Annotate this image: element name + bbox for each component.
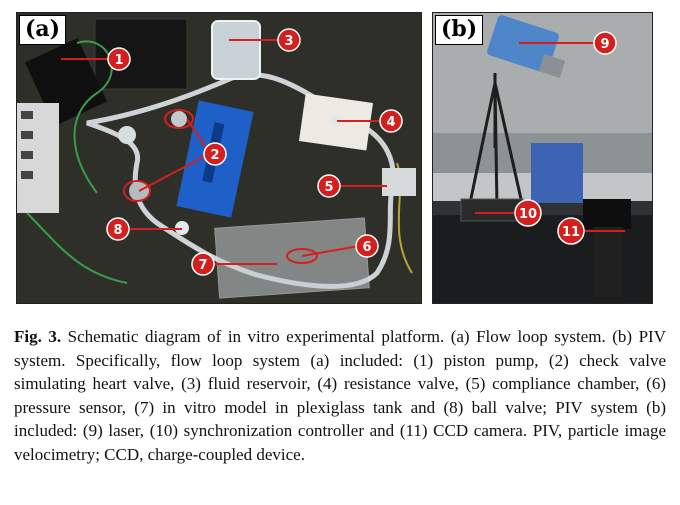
marker-3: 3 <box>277 28 301 52</box>
svg-text:2: 2 <box>210 148 219 163</box>
svg-text:8: 8 <box>113 223 122 238</box>
svg-text:11: 11 <box>562 225 580 240</box>
marker-4: 4 <box>379 109 403 133</box>
marker-10: 10 <box>514 199 542 227</box>
figure-caption: Fig. 3. Schematic diagram of in vitro ex… <box>14 325 666 466</box>
figure-panel-a: (a) <box>16 12 422 304</box>
svg-text:1: 1 <box>114 53 123 68</box>
marker-11: 11 <box>557 217 585 245</box>
marker-5: 5 <box>317 174 341 198</box>
svg-text:4: 4 <box>386 115 395 130</box>
marker-1: 1 <box>107 47 131 71</box>
svg-text:9: 9 <box>600 37 609 52</box>
marker-8: 8 <box>106 217 130 241</box>
figure-label: Fig. 3. <box>14 327 62 346</box>
panel-b-label: (b) <box>435 15 484 45</box>
piv-system-photo: 9 10 11 <box>433 13 652 303</box>
marker-9: 9 <box>593 31 617 55</box>
svg-text:5: 5 <box>324 180 333 195</box>
flow-loop-photo: 1 2 3 4 5 6 7 8 <box>17 13 421 303</box>
figure-panel-b: (b) 9 10 11 <box>432 12 653 304</box>
marker-7: 7 <box>191 252 215 276</box>
caption-text: Schematic diagram of in vitro experiment… <box>14 327 666 464</box>
svg-text:3: 3 <box>284 34 293 49</box>
marker-2: 2 <box>203 142 227 166</box>
panel-a-label: (a) <box>19 15 67 45</box>
marker-6: 6 <box>355 234 379 258</box>
svg-text:7: 7 <box>198 258 207 273</box>
svg-text:10: 10 <box>519 207 537 222</box>
svg-text:6: 6 <box>362 240 371 255</box>
